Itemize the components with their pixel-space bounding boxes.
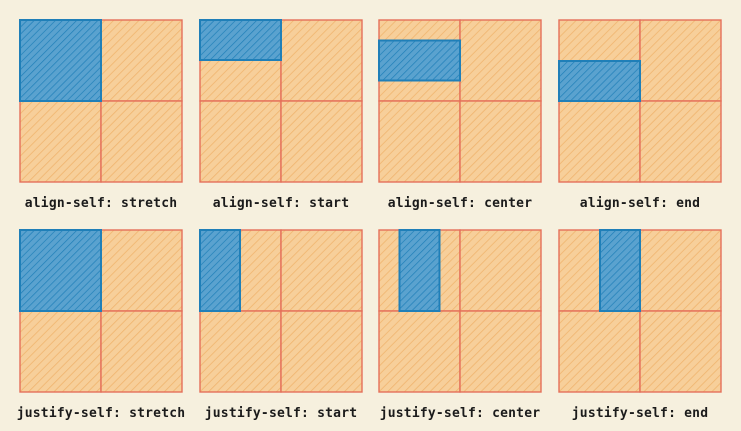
grid-item (599, 229, 641, 312)
grid-item (558, 60, 641, 102)
grid-diagram (19, 19, 183, 183)
grid-cell (19, 310, 102, 393)
grid-item (19, 19, 102, 102)
panel-caption: justify-self: end (571, 406, 709, 421)
grid-cell (100, 310, 183, 393)
grid-cell (280, 229, 363, 312)
grid-cell (459, 19, 542, 102)
panel-caption: justify-self: stretch (16, 406, 186, 421)
panel-caption: align-self: center (387, 196, 533, 211)
panel-caption: align-self: start (212, 196, 350, 211)
grid-cell (558, 310, 641, 393)
grid-cell (639, 310, 722, 393)
grid-cell (100, 19, 183, 102)
grid-item (199, 19, 282, 61)
grid-cell (100, 229, 183, 312)
grid-cell (280, 310, 363, 393)
grid-cell (639, 19, 722, 102)
grid-diagram (199, 229, 363, 393)
grid-diagram (378, 19, 542, 183)
grid-cell (280, 19, 363, 102)
grid-cell (19, 100, 102, 183)
grid-diagram (558, 19, 722, 183)
grid-cell (199, 310, 282, 393)
grid-item (398, 229, 441, 312)
grid-diagram (199, 19, 363, 183)
panel-caption: align-self: end (579, 196, 701, 211)
grid-cell (459, 310, 542, 393)
grid-item (378, 39, 461, 82)
grid-item (199, 229, 241, 312)
grid-cell (639, 229, 722, 312)
grid-cell (378, 310, 461, 393)
grid-item (19, 229, 102, 312)
grid-cell (199, 100, 282, 183)
panel-caption: justify-self: start (204, 406, 358, 421)
grid-cell (459, 229, 542, 312)
grid-cell (100, 100, 183, 183)
grid-cell (558, 100, 641, 183)
grid-diagram (558, 229, 722, 393)
panel-caption: align-self: stretch (24, 196, 178, 211)
grid-cell (639, 100, 722, 183)
grid-diagram (378, 229, 542, 393)
grid-cell (459, 100, 542, 183)
panel-caption: justify-self: center (379, 406, 541, 421)
grid-cell (280, 100, 363, 183)
grid-diagram (19, 229, 183, 393)
grid-cell (378, 100, 461, 183)
